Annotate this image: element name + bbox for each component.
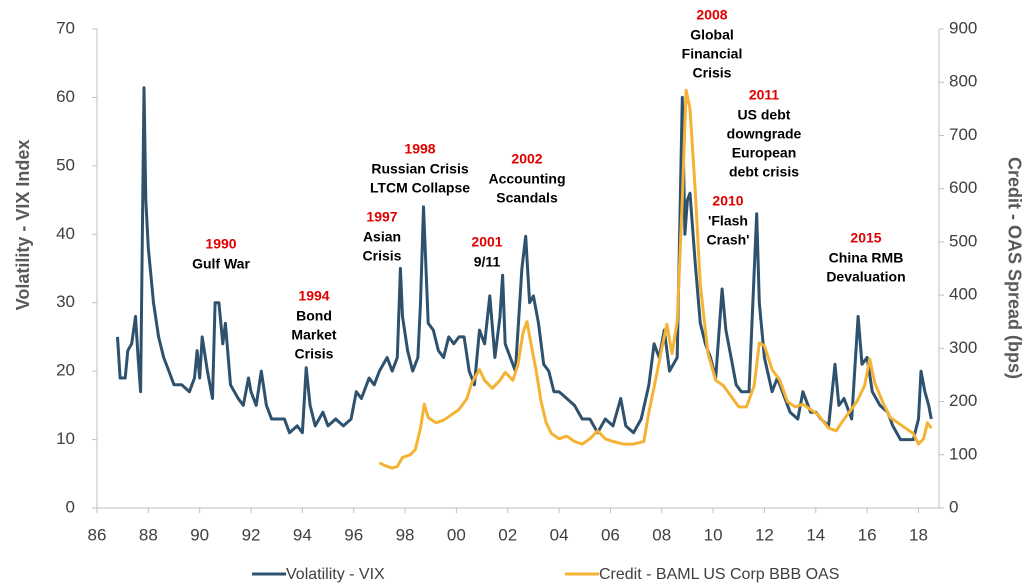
- y2-tick-label: 500: [949, 231, 977, 250]
- y2-tick-label: 700: [949, 125, 977, 144]
- y-tick-label: 70: [56, 18, 75, 37]
- y2-tick-label: 0: [949, 497, 958, 516]
- x-tick-label: 90: [190, 525, 209, 544]
- annotation-text: Market: [291, 327, 336, 343]
- annotation-year: 1990: [205, 236, 236, 252]
- x-tick-label: 02: [498, 525, 517, 544]
- annotation-text: debt crisis: [729, 164, 799, 180]
- annotation-year: 1997: [366, 209, 397, 225]
- y-tick-label: 10: [56, 429, 75, 448]
- x-tick-label: 96: [344, 525, 363, 544]
- y-tick-label: 50: [56, 155, 75, 174]
- annotation-text: China RMB: [829, 250, 904, 266]
- annotation-text: 9/11: [474, 254, 501, 270]
- annotation-text: European: [732, 145, 797, 161]
- y2-tick-label: 800: [949, 72, 977, 91]
- y2-axis-title: Credit - OAS Spread (bps): [1004, 157, 1024, 379]
- y-axis-title: Volatility - VIX Index: [13, 140, 33, 311]
- annotation-text: Scandals: [496, 190, 558, 206]
- y2-tick-label: 400: [949, 285, 977, 304]
- x-tick-label: 18: [909, 525, 928, 544]
- annotation-year: 2010: [712, 193, 743, 209]
- annotation-year: 2002: [511, 151, 542, 167]
- annotation-year: 2008: [696, 7, 727, 23]
- y2-tick-label: 200: [949, 391, 977, 410]
- y2-tick-label: 100: [949, 444, 977, 463]
- x-tick-label: 88: [139, 525, 158, 544]
- y-tick-label: 30: [56, 292, 75, 311]
- annotation-year: 1994: [298, 288, 329, 304]
- x-tick-label: 14: [806, 525, 825, 544]
- annotation-text: Crash': [706, 232, 749, 248]
- x-tick-label: 92: [242, 525, 261, 544]
- annotation-text: Devaluation: [826, 269, 905, 285]
- x-tick-label: 08: [652, 525, 671, 544]
- annotation-year: 2011: [749, 87, 780, 103]
- legend-label: Credit - BAML US Corp BBB OAS: [599, 566, 839, 583]
- annotation-text: Asian: [363, 229, 401, 245]
- x-tick-label: 04: [550, 525, 569, 544]
- y2-tick-label: 900: [949, 18, 977, 37]
- x-tick-label: 10: [704, 525, 723, 544]
- x-tick-label: 94: [293, 525, 312, 544]
- annotation-text: Russian Crisis: [371, 161, 468, 177]
- x-tick-label: 98: [396, 525, 415, 544]
- y-tick-label: 0: [66, 497, 75, 516]
- annotation-text: Bond: [296, 308, 332, 324]
- series-line: [378, 88, 933, 470]
- annotation-year: 2015: [850, 230, 881, 246]
- x-tick-label: 06: [601, 525, 620, 544]
- annotation-text: LTCM Collapse: [370, 180, 470, 196]
- y-tick-label: 60: [56, 87, 75, 106]
- annotation-text: Financial: [682, 46, 743, 62]
- annotation-text: downgrade: [727, 126, 802, 142]
- annotation-year: 2001: [471, 234, 502, 250]
- x-tick-label: 16: [858, 525, 877, 544]
- x-tick-label: 86: [88, 525, 107, 544]
- x-tick-label: 12: [755, 525, 774, 544]
- annotation-text: Accounting: [489, 171, 566, 187]
- annotation-year: 1998: [404, 141, 435, 157]
- annotation-text: Gulf War: [192, 256, 250, 272]
- y-tick-label: 20: [56, 361, 75, 380]
- annotation-text: 'Flash: [708, 213, 748, 229]
- y2-tick-label: 600: [949, 178, 977, 197]
- annotation-text: Global: [690, 27, 734, 43]
- y2-tick-label: 300: [949, 338, 977, 357]
- y-tick-label: 40: [56, 224, 75, 243]
- annotation-text: Crisis: [693, 65, 732, 81]
- annotation-text: Crisis: [363, 248, 402, 264]
- annotation-text: US debt: [738, 107, 791, 123]
- annotation-text: Crisis: [295, 346, 334, 362]
- x-tick-label: 00: [447, 525, 466, 544]
- legend-label: Volatility - VIX: [286, 566, 385, 583]
